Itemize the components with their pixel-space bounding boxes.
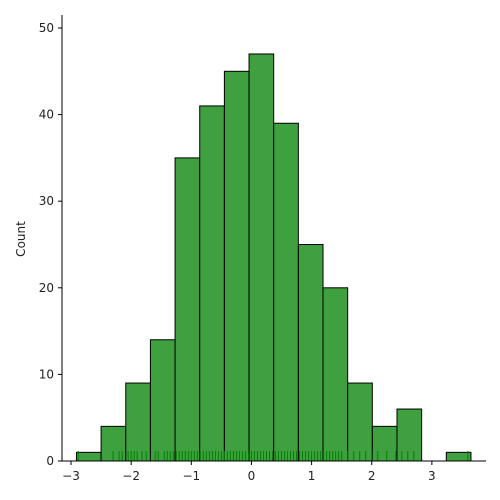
bar-7 — [248, 53, 275, 462]
x-tick-label-4: 1 — [308, 469, 316, 483]
y-axis-ticks: 0 10 20 30 40 50 — [39, 21, 62, 468]
y-tick-label-2: 20 — [39, 281, 54, 295]
bar-15 — [445, 451, 472, 462]
y-tick-label-3: 30 — [39, 194, 54, 208]
histogram-bars — [75, 53, 472, 462]
x-tick-label-2: −1 — [182, 469, 200, 483]
x-tick-label-3: 0 — [248, 469, 256, 483]
bar-4 — [174, 157, 201, 462]
bar-8 — [273, 122, 299, 462]
bar-11 — [347, 382, 373, 462]
bar-9 — [297, 243, 324, 462]
bar-2 — [125, 382, 151, 462]
y-axis-label: Count — [14, 221, 28, 257]
y-tick-label-1: 10 — [39, 367, 54, 381]
bar-12 — [371, 425, 398, 462]
x-tick-label-5: 2 — [368, 469, 376, 483]
rug-marks — [77, 451, 469, 461]
bar-13 — [396, 408, 423, 462]
x-tick-label-1: −2 — [122, 469, 140, 483]
x-tick-label-6: 3 — [428, 469, 436, 483]
bar-0 — [75, 451, 102, 462]
bar-10 — [322, 287, 349, 462]
x-axis-ticks: −3 −2 −1 0 1 2 3 — [62, 461, 436, 483]
bar-3 — [149, 339, 176, 462]
y-tick-label-4: 40 — [39, 108, 54, 122]
y-tick-label-0: 0 — [46, 454, 54, 468]
x-tick-label-0: −3 — [62, 469, 80, 483]
bar-5 — [199, 105, 225, 462]
bar-6 — [223, 70, 250, 462]
y-tick-label-5: 50 — [39, 21, 54, 35]
